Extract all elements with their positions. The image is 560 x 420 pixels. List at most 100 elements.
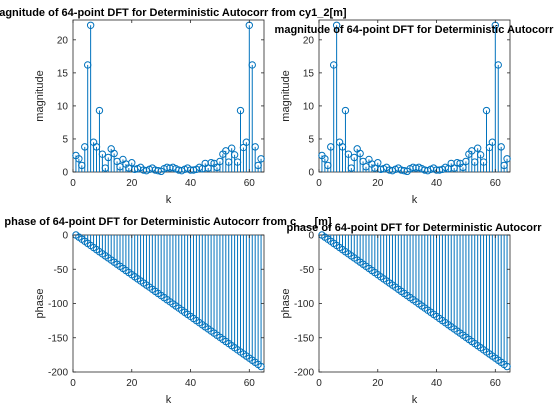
stem-marker: [500, 161, 508, 170]
stem-marker: [503, 362, 511, 371]
y-axis-label: magnitude: [280, 70, 292, 121]
stem-marker: [338, 143, 347, 151]
y-tick-label: -200: [294, 368, 314, 379]
stem-marker: [321, 155, 329, 163]
stem-marker: [230, 151, 239, 159]
x-tick-label: 0: [70, 378, 76, 389]
x-tick-label: 20: [372, 378, 384, 389]
y-tick-label: 0: [308, 231, 314, 242]
stem-marker: [242, 138, 251, 146]
stem-marker: [468, 147, 476, 155]
stem-marker: [227, 144, 236, 152]
subplot-2: 0 20 40 60 0 5 10 15 20 k magnitude magnitude of 64…: [275, 19, 555, 206]
x-axis-label: k: [412, 394, 418, 406]
y-tick-label: -50: [300, 265, 315, 276]
data-series: [318, 21, 511, 176]
y-tick-label: 20: [57, 35, 69, 46]
stem-marker: [128, 159, 136, 167]
stem-marker: [347, 164, 356, 172]
y-tick-label: 5: [308, 134, 314, 145]
y-tick-label: 0: [308, 168, 314, 179]
stem-marker: [257, 362, 265, 371]
y-tick-label: 20: [303, 35, 315, 46]
y-tick-label: 0: [62, 231, 68, 242]
stem-marker: [459, 163, 467, 172]
y-tick-label: 5: [62, 134, 68, 145]
y-tick-label: -150: [48, 333, 68, 344]
x-tick-label: 0: [316, 378, 322, 389]
stem-marker: [503, 155, 511, 163]
stem-marker: [98, 150, 107, 158]
y-axis-label: phase: [34, 289, 46, 319]
x-tick-label: 40: [185, 178, 197, 189]
stem-marker: [92, 143, 101, 151]
stem-marker: [341, 106, 350, 115]
stem-marker: [327, 143, 335, 151]
stem-marker: [75, 155, 83, 163]
subplot-3: 0 20 40 60 0 -50 -100 -150 -200 k phase phase of 64…: [4, 216, 332, 406]
x-tick-label: 60: [490, 378, 502, 389]
stem-marker: [207, 159, 215, 167]
stem-marker: [462, 157, 470, 166]
stem-marker: [453, 159, 461, 167]
data-series: [72, 231, 265, 371]
y-axis-label: phase: [280, 289, 292, 319]
y-tick-label: 15: [57, 68, 69, 79]
axes-box: [72, 19, 265, 173]
chart-title: phase of 64-point DFT for Deterministic …: [4, 216, 332, 228]
stem-marker: [356, 149, 364, 158]
x-tick-label: 60: [490, 178, 502, 189]
y-tick-label: -100: [48, 299, 68, 310]
stem-marker: [332, 21, 341, 29]
stem-marker: [473, 144, 482, 152]
x-tick-label: 40: [431, 378, 443, 389]
x-tick-label: 40: [431, 178, 443, 189]
stem-marker: [344, 150, 353, 158]
stem-marker: [110, 149, 118, 158]
data-series: [72, 21, 265, 176]
x-tick-label: 0: [316, 178, 322, 189]
stem-marker: [479, 158, 488, 166]
stem-marker: [213, 163, 221, 172]
stem-marker: [233, 158, 242, 166]
stem-marker: [257, 155, 265, 163]
stem-marker: [494, 61, 502, 69]
stem-marker: [362, 163, 370, 171]
chart-title: phase of 64-point DFT for Deterministic …: [286, 222, 542, 234]
x-axis-label: k: [166, 394, 172, 406]
stem-marker: [222, 147, 230, 155]
stem-marker: [350, 153, 358, 162]
y-axis-label: magnitude: [34, 70, 46, 121]
chart-title: magnitude of 64-point DFT for Determinis…: [275, 24, 555, 36]
y-tick-label: 10: [57, 101, 69, 112]
stem-marker: [476, 151, 485, 159]
stem-marker: [163, 163, 171, 172]
stem-marker: [116, 163, 124, 171]
y-tick-label: -150: [294, 333, 314, 344]
x-tick-label: 20: [126, 178, 138, 189]
x-tick-label: 60: [244, 378, 256, 389]
x-tick-label: 20: [126, 378, 138, 389]
x-tick-label: 0: [70, 178, 76, 189]
stem-marker: [101, 164, 110, 172]
stem-marker: [248, 61, 256, 69]
subplot-1: 0 20 40 60 0 5 10 15 20 k magnitude magnitude of 64…: [0, 7, 347, 206]
stem-marker: [83, 61, 92, 69]
y-tick-label: 0: [62, 168, 68, 179]
stem-marker: [482, 106, 491, 115]
stem-marker: [225, 158, 233, 166]
stem-marker: [251, 143, 259, 151]
chart-title: magnitude of 64-point DFT for Determinis…: [0, 7, 347, 19]
stem-marker: [104, 153, 112, 162]
y-tick-label: -200: [48, 368, 68, 379]
stem-marker: [81, 143, 89, 151]
x-axis-label: k: [166, 194, 172, 206]
stem-marker: [236, 106, 245, 115]
stem-marker: [329, 61, 338, 69]
x-axis-label: k: [412, 194, 418, 206]
stem-marker: [374, 159, 382, 167]
axes-box: [318, 19, 511, 173]
stem-marker: [409, 163, 417, 172]
stem-marker: [471, 158, 479, 166]
